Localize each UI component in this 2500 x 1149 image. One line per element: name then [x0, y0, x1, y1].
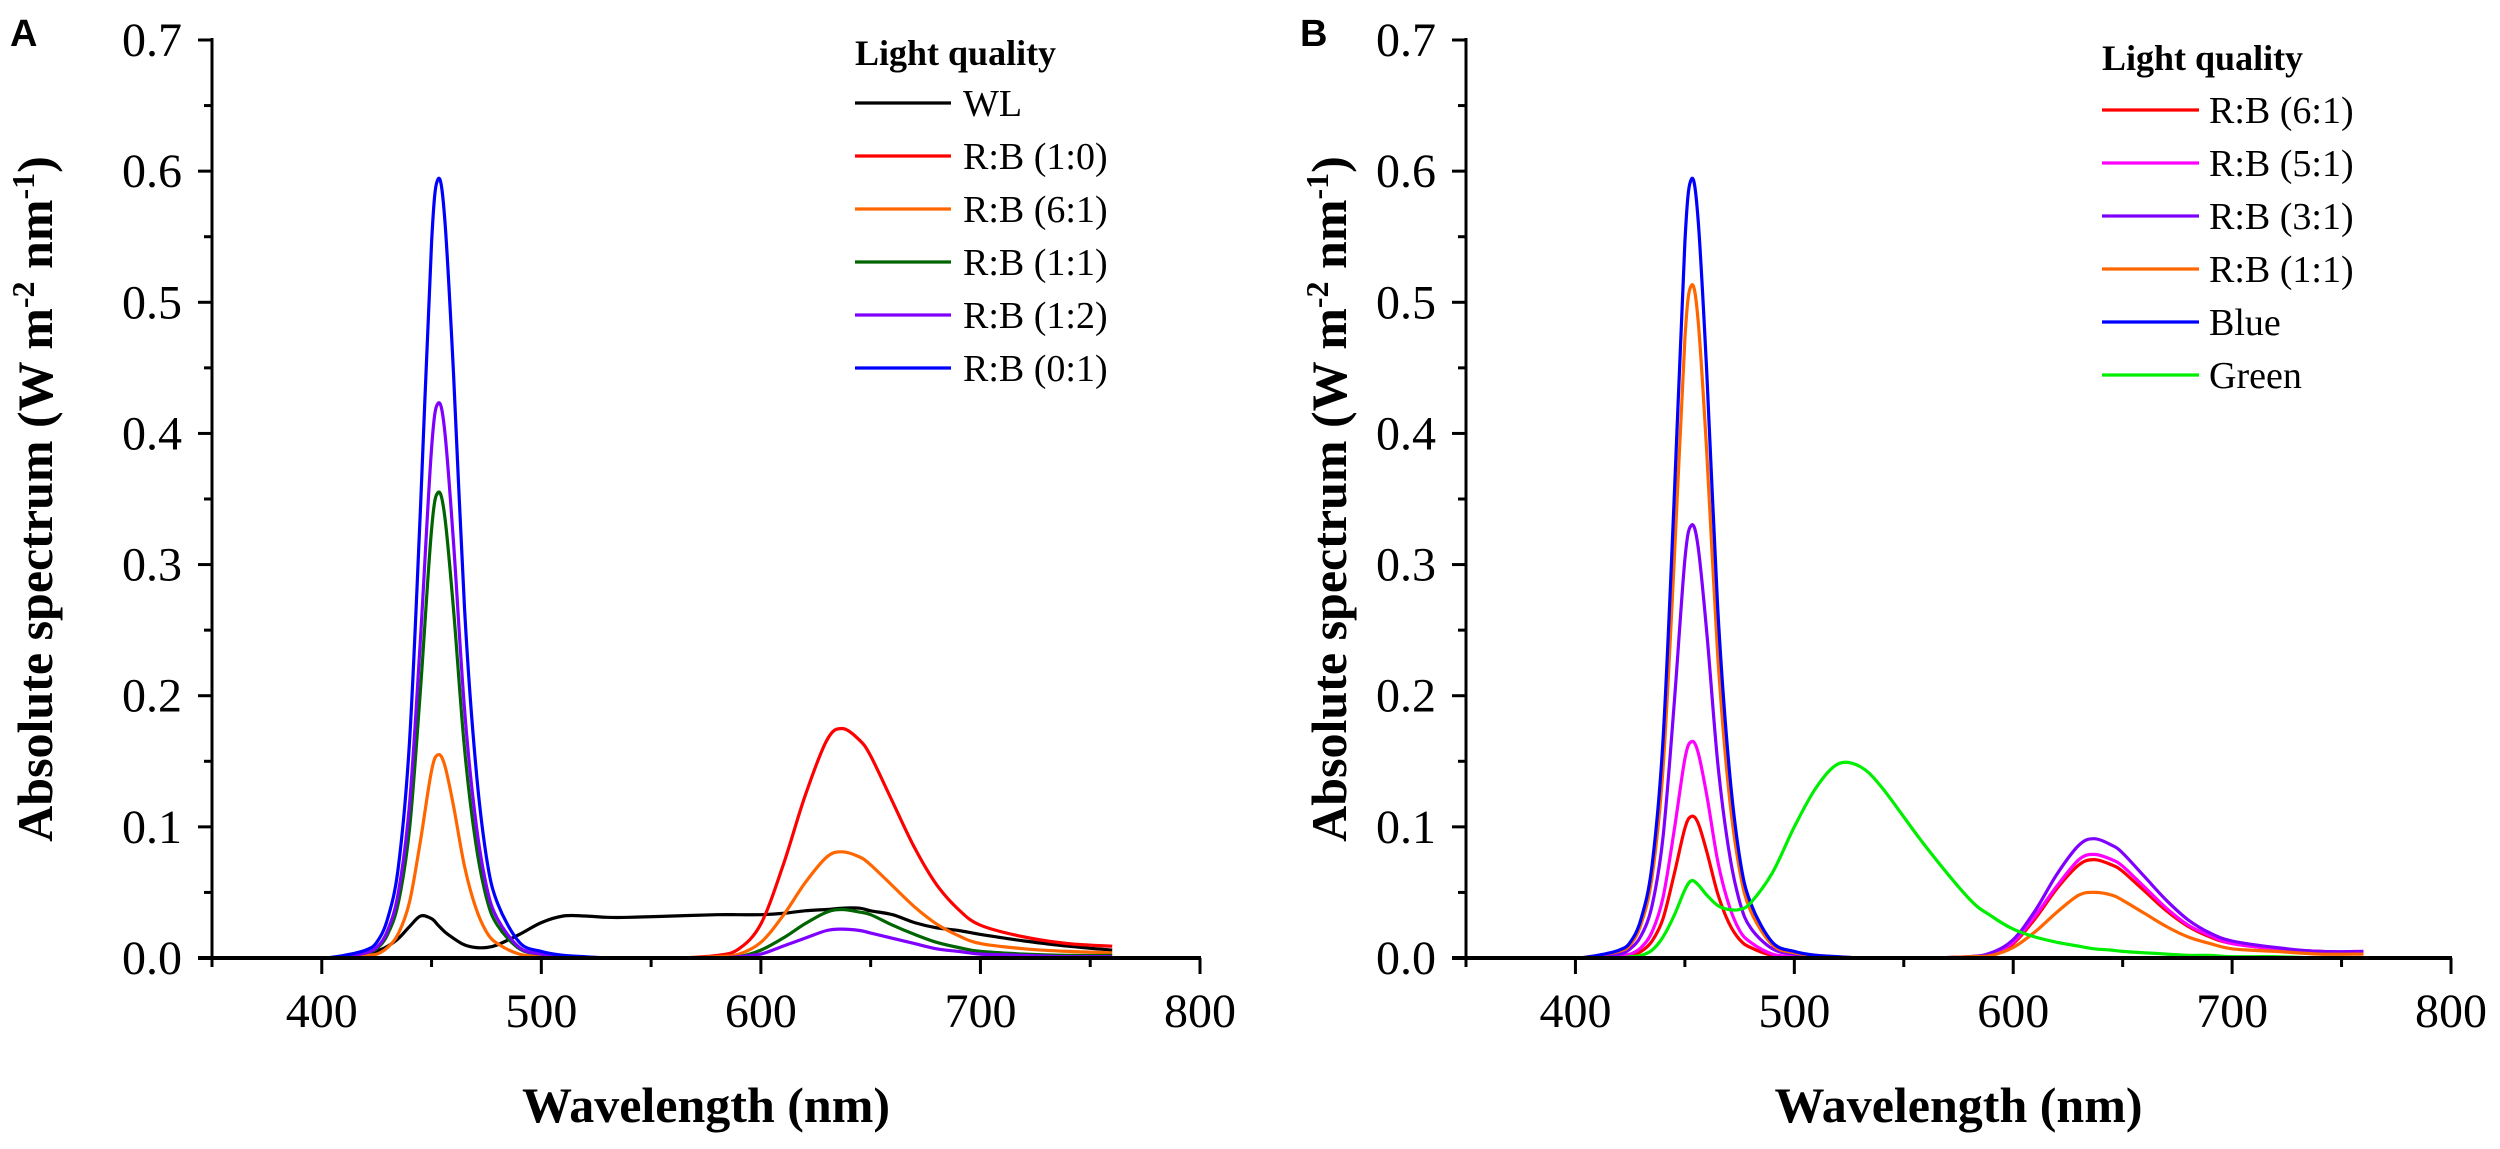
y-axis-title: Absolute spectrum (W m-2 nm-1) [1299, 156, 1357, 842]
legend-item: R:B (6:1) [855, 189, 1108, 231]
panel-label-a: A [10, 13, 37, 55]
legend-item: R:B (0:1) [855, 348, 1108, 390]
y-tick-label: 0.3 [122, 539, 182, 592]
y-tick-label: 0.7 [1376, 14, 1436, 67]
series-line-r-b-1-1 [277, 490, 1113, 960]
y-axis-title: Absolute spectrum (W m-2 nm-1) [5, 156, 63, 842]
legend-label: Green [2209, 355, 2302, 397]
y-tick-label: 0.2 [1376, 670, 1436, 723]
y-axis-title-mid: nm [7, 199, 63, 281]
y-axis-title-sup2: -1 [1299, 173, 1335, 200]
legend: Light quality R:B (6:1) R:B (5:1) R:B (3:1)… [2102, 38, 2354, 397]
legend-label: R:B (1:0) [963, 136, 1108, 178]
legend-label: WL [963, 83, 1022, 125]
y-tick-label: 0.3 [1376, 539, 1436, 592]
legend-label: R:B (0:1) [963, 348, 1108, 390]
legend-item: Green [2102, 355, 2302, 397]
y-tick-label: 0.6 [122, 145, 182, 198]
y-tick-label: 0.5 [1376, 276, 1436, 329]
legend-item: Blue [2102, 302, 2281, 344]
legend-item: R:B (6:1) [2102, 90, 2354, 132]
y-tick-label: 0.4 [1376, 407, 1436, 460]
legend-label: R:B (1:2) [963, 295, 1108, 337]
legend-item: R:B (1:1) [2102, 249, 2354, 291]
legend-label: R:B (3:1) [2209, 196, 2354, 238]
series-line-wl [277, 906, 1113, 960]
y-axis-title-end: ) [7, 156, 63, 173]
x-tick-label: 800 [2415, 985, 2487, 1038]
x-axis-title: Wavelength (nm) [1774, 1077, 2142, 1133]
x-tick-label: 800 [1164, 985, 1236, 1038]
y-tick-label: 0.1 [122, 801, 182, 854]
y-axis-title-sup2: -1 [5, 173, 41, 200]
panel-a: A 0.0 0.1 0.2 0.3 0.4 0.5 0.6 0.7 400 500 600 700 80… [5, 13, 1236, 1133]
legend-label: R:B (6:1) [2209, 90, 2354, 132]
legend-item: R:B (5:1) [2102, 143, 2354, 185]
panel-b: B 0.0 0.1 0.2 0.3 0.4 0.5 0.6 0.7 400 500 600 700 80… [1299, 13, 2487, 1133]
y-axis-title-main: Absolute spectrum (W m [7, 308, 63, 842]
x-tick-label: 500 [505, 985, 577, 1038]
y-tick-label: 0.2 [122, 670, 182, 723]
y-tick-label: 0.1 [1376, 801, 1436, 854]
legend-item: WL [855, 83, 1022, 125]
legend-title: Light quality [2102, 38, 2303, 78]
legend-label: R:B (1:1) [963, 242, 1108, 284]
y-tick-label: 0.0 [122, 932, 182, 985]
y-tick-label: 0.0 [1376, 932, 1436, 985]
y-axis-title-sup1: -2 [1299, 281, 1335, 308]
y-axis-title-mid: nm [1301, 199, 1357, 281]
x-tick-label: 600 [1977, 985, 2049, 1038]
series-line-green [1531, 760, 2364, 960]
y-tick-label: 0.6 [1376, 145, 1436, 198]
legend-item: R:B (1:1) [855, 242, 1108, 284]
x-tick-label: 400 [286, 985, 358, 1038]
x-tick-label: 400 [1539, 985, 1611, 1038]
legend-item: R:B (1:0) [855, 136, 1108, 178]
y-tick-label: 0.4 [122, 407, 182, 460]
y-tick-label: 0.7 [122, 14, 182, 67]
legend-title: Light quality [855, 33, 1056, 73]
x-tick-label: 600 [725, 985, 797, 1038]
legend-item: R:B (1:2) [855, 295, 1108, 337]
legend-label: R:B (5:1) [2209, 143, 2354, 185]
legend-item: R:B (3:1) [2102, 196, 2354, 238]
x-axis-title: Wavelength (nm) [522, 1077, 890, 1133]
y-tick-label: 0.5 [122, 276, 182, 329]
legend-label: R:B (6:1) [963, 189, 1108, 231]
legend: Light quality WL R:B (1:0) R:B (6:1) R:B (1:… [855, 33, 1108, 390]
y-axis-title-end: ) [1301, 156, 1357, 173]
legend-label: R:B (1:1) [2209, 249, 2354, 291]
x-tick-label: 700 [944, 985, 1016, 1038]
panel-label-b: B [1300, 13, 1327, 55]
legend-label: Blue [2209, 302, 2281, 344]
x-tick-label: 500 [1758, 985, 1830, 1038]
y-axis-title-sup1: -2 [5, 281, 41, 308]
x-tick-label: 700 [2196, 985, 2268, 1038]
y-axis-title-main: Absolute spectrum (W m [1301, 308, 1357, 842]
series-line-r-b-3-1 [1531, 523, 2364, 960]
